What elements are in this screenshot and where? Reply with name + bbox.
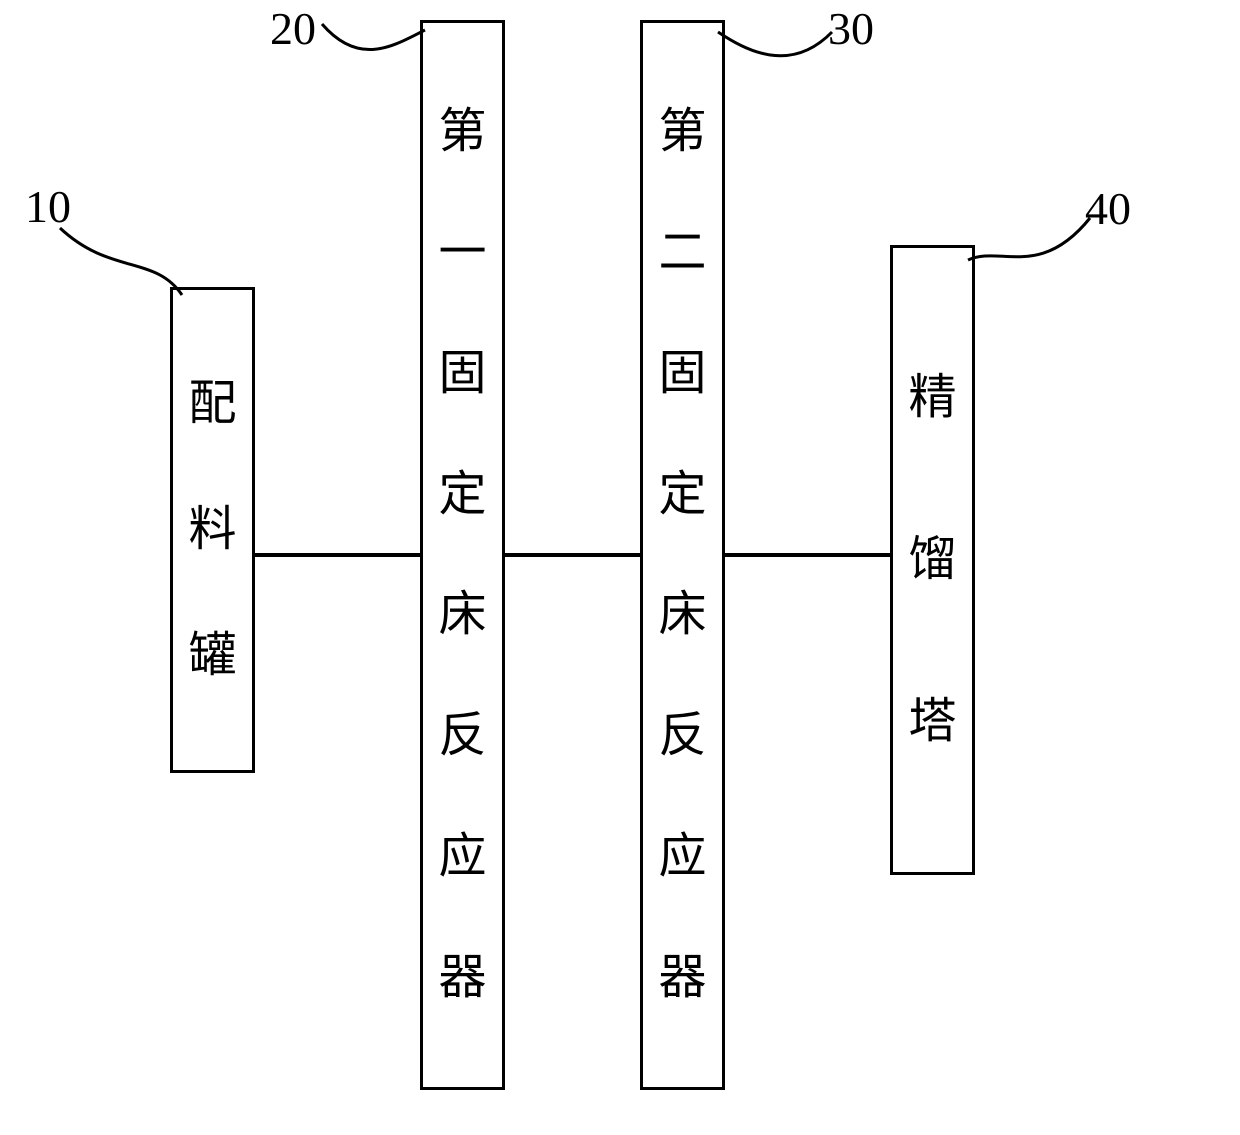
box-char: 精: [908, 374, 956, 422]
box-char: 床: [438, 591, 486, 639]
box-char: 床: [658, 591, 706, 639]
box-char: 固: [438, 350, 486, 398]
callout-label-30: 30: [828, 2, 874, 55]
callout-path: [322, 24, 425, 50]
box-char: 固: [658, 350, 706, 398]
box-char: 塔: [908, 698, 956, 746]
box-char: 应: [438, 833, 486, 881]
connector-2-3: [505, 553, 640, 557]
box-char: 二: [658, 229, 706, 277]
box-char: 器: [438, 954, 486, 1002]
callout-label-40: 40: [1085, 182, 1131, 235]
connector-3-4: [725, 553, 890, 557]
box-char: 器: [658, 954, 706, 1002]
box-distillation-column: 精 馏 塔: [890, 245, 975, 875]
callout-path: [968, 218, 1090, 260]
box-mixing-tank: 配 料 罐: [170, 287, 255, 773]
callout-path: [718, 32, 832, 56]
box-char: 应: [658, 833, 706, 881]
box-char: 馏: [908, 536, 956, 584]
callout-label-10: 10: [25, 180, 71, 233]
callout-path: [60, 228, 182, 295]
box-second-fixed-bed-reactor: 第 二 固 定 床 反 应 器: [640, 20, 725, 1090]
box-char: 定: [658, 471, 706, 519]
box-char: 第: [438, 108, 486, 156]
box-char: 反: [658, 712, 706, 760]
box-char: 一: [438, 229, 486, 277]
callout-label-20: 20: [270, 2, 316, 55]
box-char: 罐: [188, 632, 236, 680]
box-char: 反: [438, 712, 486, 760]
box-char: 料: [188, 506, 236, 554]
box-char: 第: [658, 108, 706, 156]
box-char: 定: [438, 471, 486, 519]
connector-1-2: [255, 553, 420, 557]
box-char: 配: [188, 380, 236, 428]
box-first-fixed-bed-reactor: 第 一 固 定 床 反 应 器: [420, 20, 505, 1090]
